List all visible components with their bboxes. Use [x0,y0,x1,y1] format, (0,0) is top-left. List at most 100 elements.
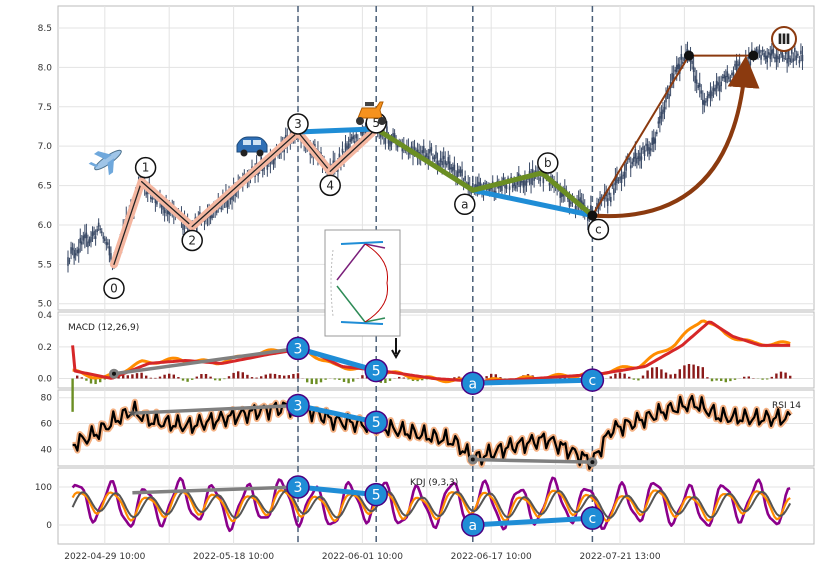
macd-histogram-bar [71,378,74,412]
macd-badge-3-label: 3 [294,341,303,357]
candle-body [738,61,741,65]
macd-histogram-bar [76,375,79,379]
candle-body [729,79,732,82]
candle-body [697,84,699,88]
macd-histogram-bar [789,375,792,379]
candle-body [731,72,733,76]
candle-body [763,52,765,57]
candle-body [636,157,638,164]
candle-body [714,87,716,92]
correction-wave-line [373,126,476,193]
impulse-wave-line [297,131,331,173]
divergence-dot-core [470,457,475,462]
price-tick-label: 7.5 [38,103,52,113]
candle-body [441,161,443,166]
macd-histogram-bar [145,375,148,379]
macd-badge-5-label: 5 [372,364,381,380]
macd-histogram-bar [85,378,88,381]
candle-body [672,74,675,80]
candle-body [749,61,752,66]
projection-badge-label: Ⅲ [777,32,790,48]
macd-histogram-bar [278,374,281,379]
candle-body [596,202,598,208]
macd-divergence-line [113,346,299,376]
candle-body [442,155,445,160]
candle-body [723,74,726,79]
candle-body [694,75,696,84]
candle-body [527,178,529,180]
thumbnail-arrow-icon [391,338,401,360]
candle-body [346,145,348,149]
rsi-badge-5 [364,410,388,434]
candle-body [798,60,801,64]
macd-label: MACD (12,26,9) [68,323,139,333]
candle-body [757,51,759,55]
candle-body [725,76,727,83]
candle-body [786,58,788,64]
candle-body [702,99,704,105]
macd-histogram-bar [779,371,783,379]
projection-arrow [592,55,760,219]
macd-histogram-bar [200,374,203,379]
candle-body [703,100,706,106]
wave-c-dot [587,210,598,221]
macd-histogram-bar [669,374,672,379]
candle-body [613,188,615,195]
candle-body [97,222,100,227]
macd-histogram-bar [140,372,143,379]
macd-histogram-bar [333,378,336,380]
candle-body [154,197,157,204]
macd-tick-label: 0.0 [38,375,53,385]
candle-body [734,63,736,67]
price-tick-label: 6.0 [38,221,53,231]
candle-body [464,175,466,181]
candle-body [608,192,611,195]
candle-body [674,69,676,72]
macd-histogram-bar [287,375,290,379]
candle-body [215,210,218,213]
rsi-tick-label: 80 [41,394,53,404]
candle-body [760,54,762,60]
macd-histogram-bar [255,377,258,379]
macd-histogram-bar [191,378,194,380]
kdj-3-5-line [297,484,377,498]
candle-body [508,186,511,190]
candle-body [675,64,678,73]
candle-body [160,203,163,208]
rsi-star-marker: ★ [127,406,138,420]
macd-tick-label: 0.2 [38,343,52,353]
macd-histogram-bar [172,374,175,379]
candle-body [511,184,514,188]
wave-label-circle-0 [103,277,125,300]
divergence-dot-core [590,460,595,465]
candle-body [449,161,451,170]
candle-body [413,146,416,151]
macd-histogram-bar [126,375,129,379]
macd-histogram-bar [710,378,714,382]
x-tick-label: 2022-05-18 10:00 [193,552,274,562]
macd-histogram-bar [494,374,497,379]
candle-body [660,111,663,119]
macd-histogram-bar [89,378,93,384]
candle-body [721,76,724,79]
macd-histogram-bar [614,373,617,379]
candle-body [504,183,506,188]
candle-body [447,157,450,164]
candle-body [682,61,684,64]
wave-label-circle-a [454,193,476,216]
macd-histogram-bar [743,376,746,379]
candle-body [93,230,95,235]
macd-histogram-bar [733,378,737,380]
macd-histogram-bar [218,378,221,381]
macd-histogram-bar [342,378,346,382]
candle-body [88,239,91,244]
candle-body [501,183,503,192]
macd-histogram-bar [292,373,295,379]
candle-body [732,72,735,76]
candle-body [182,224,184,230]
macd-histogram-bar [729,378,732,382]
macd-histogram-bar [724,378,727,383]
macd-histogram-bar [388,378,392,381]
candle-body [774,57,776,59]
